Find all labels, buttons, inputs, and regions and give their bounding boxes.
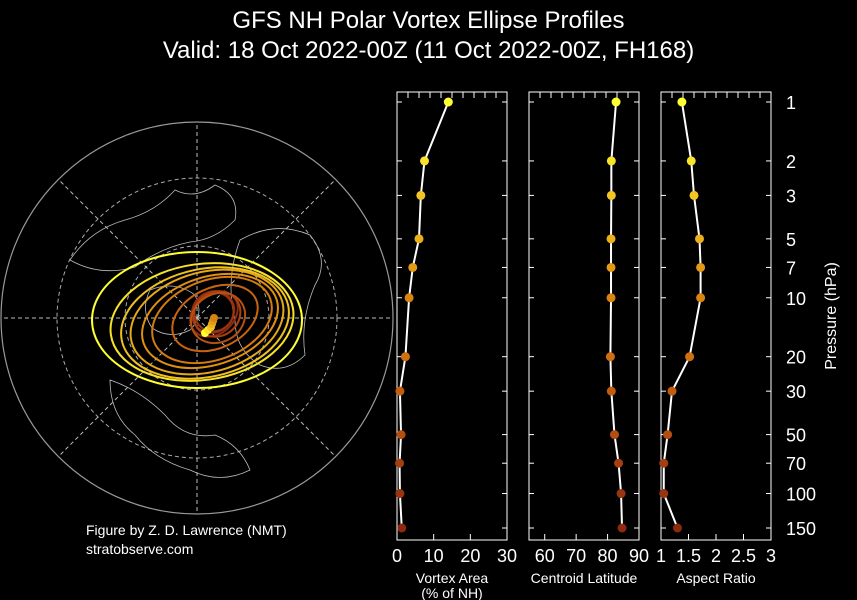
meridian-line (58, 179, 198, 319)
x-axis-label: Aspect Ratio (676, 570, 756, 586)
meridian-line (196, 179, 336, 319)
profile-point (605, 352, 615, 362)
x-axis-label-2: (% of NH) (421, 585, 482, 600)
x-tick-label: 2.5 (731, 546, 756, 566)
profile-point (443, 97, 453, 107)
profile-line (609, 101, 624, 529)
profile-point (696, 293, 706, 303)
profile-point (416, 190, 426, 200)
x-tick-label: 1.5 (676, 546, 701, 566)
panel-frame (528, 91, 640, 541)
x-tick-label: 20 (460, 546, 480, 566)
vortex-ellipse (151, 275, 273, 365)
profile-point (677, 97, 687, 107)
profile-point (606, 262, 616, 272)
profile-point (397, 523, 407, 533)
profile-panels: 0 10 20 30 Vortex Area(% of NH) 60 70 80 90 Centr… (392, 91, 816, 600)
profile-line (398, 101, 450, 529)
x-tick-label: 1 (656, 546, 666, 566)
polar-map (0, 121, 394, 515)
pressure-tick-label: 50 (786, 426, 806, 446)
vortex-ellipse (120, 266, 290, 380)
pressure-tick-label: 7 (786, 258, 796, 278)
x-axis-label: Centroid Latitude (531, 570, 638, 586)
vortex-ellipse (189, 291, 247, 345)
pressure-tick-label: 20 (786, 348, 806, 368)
x-tick-label: 3 (766, 546, 776, 566)
profile-point (395, 489, 405, 499)
profile-point (396, 430, 406, 440)
panel-vortex-area: 0 10 20 30 Vortex Area(% of NH) (392, 91, 517, 600)
meridian-line (196, 317, 336, 457)
pressure-tick-label: 150 (786, 519, 816, 539)
profile-point (606, 293, 616, 303)
vortex-ellipse (171, 283, 259, 353)
x-tick-label: 10 (424, 546, 444, 566)
vortex-ellipse (109, 262, 295, 382)
profile-point (606, 386, 616, 396)
profile-point (614, 458, 624, 468)
coastline (69, 184, 237, 272)
profile-point (395, 386, 405, 396)
panel-centroid-latitude: 60 70 80 90 Centroid Latitude (528, 91, 649, 586)
profile-point (689, 190, 699, 200)
profile-point (686, 156, 696, 166)
pressure-tick-label: 3 (786, 186, 796, 206)
profile-point (408, 262, 418, 272)
x-tick-label: 70 (566, 546, 586, 566)
coastline (109, 379, 251, 478)
pressure-tick-label: 30 (786, 382, 806, 402)
profile-point (395, 458, 405, 468)
profile-line (662, 101, 702, 529)
pressure-axis-label: Pressure (hPa) (823, 262, 840, 370)
panel-aspect-ratio: 1 1.5 2 2.5 3 Aspect Ratio (656, 91, 776, 586)
profile-point (420, 156, 429, 166)
credit-author: Figure by Z. D. Lawrence (NMT) (86, 522, 287, 538)
pressure-tick-label: 10 (786, 289, 806, 309)
pressure-tick-label: 70 (786, 454, 806, 474)
profile-point (685, 352, 695, 362)
x-tick-label: 80 (598, 546, 618, 566)
profile-point (609, 430, 619, 440)
panel-frame (660, 91, 772, 541)
profile-point (695, 234, 704, 244)
profile-point (611, 97, 621, 107)
profile-point (659, 458, 669, 468)
profile-point (414, 234, 424, 244)
x-tick-label: 0 (392, 546, 402, 566)
profile-point (404, 293, 414, 303)
profile-point (617, 523, 627, 533)
centroid-marker (210, 314, 218, 322)
profile-point (667, 386, 677, 396)
x-axis-label: Vortex Area (416, 570, 489, 586)
pressure-tick-label: 100 (786, 485, 816, 505)
meridian-line (58, 317, 198, 457)
coastline (230, 228, 322, 369)
pressure-tick-label: 5 (786, 230, 796, 250)
x-tick-label: 30 (497, 546, 517, 566)
profile-point (663, 430, 673, 440)
x-tick-label: 2 (711, 546, 721, 566)
profile-point (606, 156, 616, 166)
profile-point (606, 190, 616, 200)
chart-title: GFS NH Polar Vortex Ellipse Profiles (232, 7, 625, 34)
x-tick-label: 90 (629, 546, 649, 566)
vortex-ellipse (129, 268, 285, 376)
pressure-tick-label: 1 (786, 93, 796, 113)
vortex-ellipse (91, 251, 303, 389)
profile-point (616, 489, 626, 499)
profile-point (696, 262, 706, 272)
profile-point (659, 489, 669, 499)
credit-website: stratobserve.com (86, 541, 194, 557)
vortex-ellipse (192, 290, 242, 338)
x-tick-label: 60 (535, 546, 555, 566)
chart-subtitle: Valid: 18 Oct 2022-00Z (11 Oct 2022-00Z,… (162, 37, 695, 64)
pressure-tick-label: 2 (786, 152, 796, 172)
profile-point (400, 352, 410, 362)
profile-point (673, 523, 682, 533)
vortex-ellipse (141, 272, 279, 370)
profile-point (606, 234, 616, 244)
panel-frame (396, 91, 508, 541)
